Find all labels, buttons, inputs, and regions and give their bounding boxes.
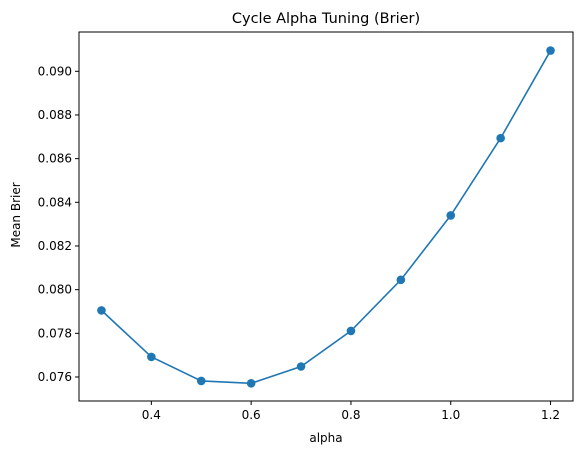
plot-area (78, 31, 574, 402)
y-tick-label: 0.082 (38, 239, 72, 253)
y-tick-label: 0.078 (38, 326, 72, 340)
chart-title: Cycle Alpha Tuning (Brier) (232, 11, 420, 27)
plot-frame (78, 31, 574, 402)
y-tick-label: 0.084 (38, 195, 72, 209)
x-axis: 0.4 0.6 0.8 1.0 1.2 (142, 401, 560, 422)
data-point (97, 306, 106, 315)
y-tick-label: 0.086 (38, 152, 72, 166)
data-point (496, 133, 505, 143)
y-tick-label: 0.088 (38, 108, 72, 122)
y-axis: 0.076 0.078 0.080 0.082 0.084 0.086 0.088 0.090 (38, 64, 79, 384)
x-tick-label: 0.8 (341, 408, 360, 422)
x-tick-label: 0.4 (142, 408, 161, 422)
data-point (246, 379, 256, 388)
series-line (100, 50, 552, 385)
y-tick-label: 0.076 (38, 370, 72, 384)
x-tick-label: 1.2 (541, 408, 560, 422)
data-point (396, 275, 406, 285)
y-axis-label: Mean Brier (9, 182, 23, 247)
x-tick-label: 1.0 (441, 408, 460, 422)
data-point (346, 326, 356, 336)
y-tick-label: 0.090 (38, 64, 72, 78)
x-tick-label: 0.6 (242, 408, 261, 422)
data-point (296, 362, 306, 371)
data-point (196, 376, 206, 386)
data-point (147, 352, 156, 362)
data-point (446, 211, 456, 220)
x-axis-label: alpha (309, 431, 342, 445)
data-point (546, 46, 555, 55)
y-tick-label: 0.080 (38, 283, 72, 297)
